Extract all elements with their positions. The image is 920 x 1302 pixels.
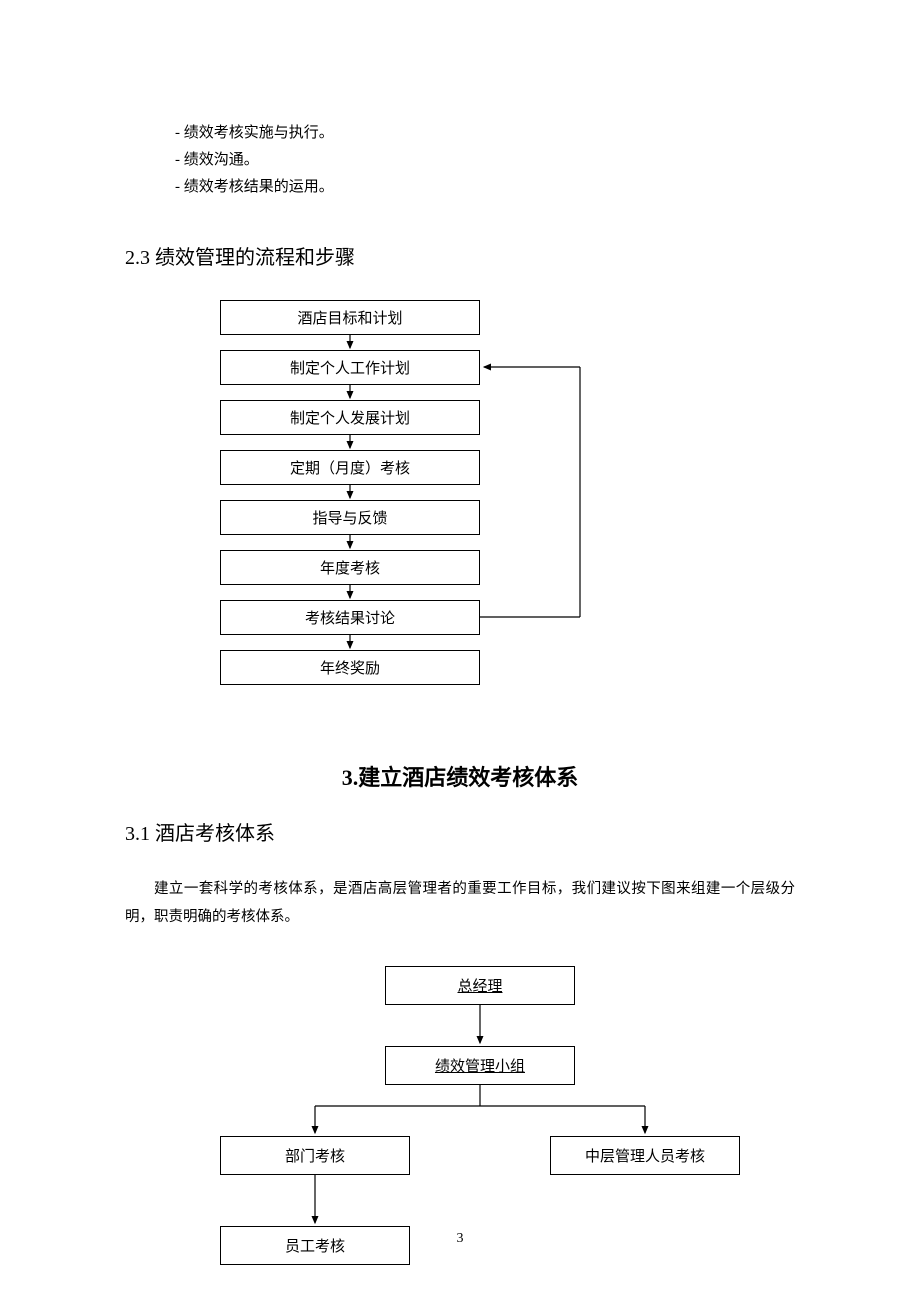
tree-label: 总经理: [457, 979, 502, 995]
tree-node-mid: 中层管理人员考核: [550, 1136, 740, 1175]
tree-node-gm: 总经理: [385, 966, 575, 1005]
flow-node: 酒店目标和计划: [220, 300, 480, 335]
flow-node: 定期（月度）考核: [220, 450, 480, 485]
tree-node-dept: 部门考核: [220, 1136, 410, 1175]
bullet-item: - 绩效考核结果的运用。: [175, 174, 795, 201]
flowchart-process: 酒店目标和计划 制定个人工作计划 制定个人发展计划 定期（月度）考核 指导与反馈…: [220, 300, 680, 710]
bullet-list: - 绩效考核实施与执行。 - 绩效沟通。 - 绩效考核结果的运用。: [175, 120, 795, 201]
para-3-1: 建立一套科学的考核体系，是酒店高层管理者的重要工作目标，我们建议按下图来组建一个…: [125, 876, 795, 931]
flow-node: 制定个人发展计划: [220, 400, 480, 435]
section-3-1-heading: 3.1 酒店考核体系: [125, 817, 795, 846]
chapter-3-title: 3.建立酒店绩效考核体系: [125, 760, 795, 792]
hierarchy-chart: 总经理 绩效管理小组 部门考核 中层管理人员考核 员工考核: [220, 966, 780, 1276]
tree-label: 绩效管理小组: [435, 1059, 525, 1075]
flow-node: 制定个人工作计划: [220, 350, 480, 385]
page-number: 3: [0, 1231, 920, 1247]
flow-node: 考核结果讨论: [220, 600, 480, 635]
bullet-item: - 绩效考核实施与执行。: [175, 120, 795, 147]
bullet-item: - 绩效沟通。: [175, 147, 795, 174]
section-2-3-heading: 2.3 绩效管理的流程和步骤: [125, 241, 795, 270]
tree-node-pmg: 绩效管理小组: [385, 1046, 575, 1085]
flow-node: 年度考核: [220, 550, 480, 585]
flow-node: 指导与反馈: [220, 500, 480, 535]
flow-node: 年终奖励: [220, 650, 480, 685]
